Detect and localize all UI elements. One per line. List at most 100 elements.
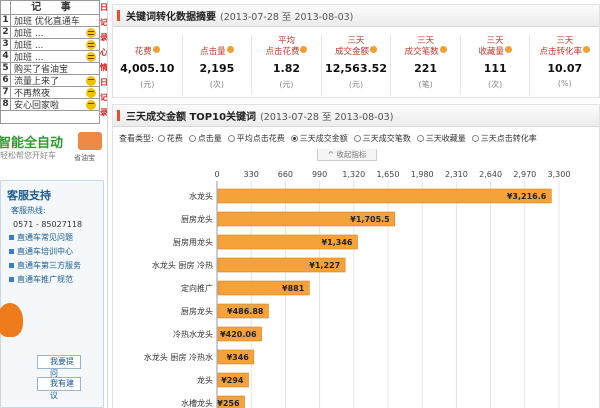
red-char: 情 [100, 63, 108, 72]
metric-label-line: 三天 [417, 36, 435, 46]
view-type-radio[interactable]: 平均点击花费 [227, 133, 285, 144]
notes-title: 记 事 [31, 2, 79, 13]
metrics-panel: 关键词转化数据摘要 (2013-07-28 至 2013-08-03) 花费 4,… [112, 4, 600, 98]
help-icon[interactable] [152, 46, 160, 53]
note-number: 1 [1, 15, 11, 26]
metrics-date-range: (2013-07-28 至 2013-08-03) [220, 11, 354, 23]
notes-header: 记 事 [1, 1, 99, 15]
radio-circle[interactable] [188, 134, 196, 142]
metric-value: 1.82 [272, 62, 301, 75]
view-type-radio[interactable]: 三天成交笔数 [353, 133, 411, 144]
help-icon[interactable] [583, 46, 591, 53]
metric-unit: (%) [557, 79, 572, 88]
bar [217, 234, 358, 250]
bar-value-label: ¥1,227 [309, 261, 340, 270]
bullet-icon [9, 277, 14, 282]
bullet-icon [9, 263, 14, 268]
bar-value-label: ¥881 [282, 284, 305, 293]
support-link-label: 直通车培训中心 [17, 247, 73, 256]
radio-circle[interactable] [290, 134, 298, 142]
bar-chart-svg: 0 330 660 990 1,320 1,650 1,980 2,310 2,640 2,970… [144, 170, 570, 408]
note-number: 2 [1, 27, 11, 38]
category-label: 龙头 [197, 375, 213, 385]
collapse-metrics-button[interactable]: ^ 收起指标 [317, 149, 377, 161]
radio-label: 三天收藏量 [425, 133, 466, 143]
notes-list: 1 加班 优化直通车 2 加班 ... 3 加班 ... 4 加班 ... 5 购买了省油宝 6 流量… [1, 15, 99, 111]
help-icon[interactable] [300, 46, 308, 53]
x-tick-label: 660 [278, 170, 293, 179]
bar-value-label: ¥486.88 [227, 307, 264, 316]
x-tick-label: 330 [244, 170, 259, 179]
bar-value-label: ¥294 [221, 376, 244, 385]
view-type-radio[interactable]: 三天点击转化率 [471, 133, 537, 144]
note-row[interactable]: 8 安心回家啦 [1, 99, 99, 111]
support-link[interactable]: 直通车常见问题 [1, 232, 103, 243]
metric-label: 三天 收藏量 [461, 35, 530, 57]
note-row[interactable]: 5 购买了省油宝 [1, 63, 99, 75]
hotline-label: 客服热线: [11, 206, 46, 215]
support-link[interactable]: 直通车推广规范 [1, 274, 103, 285]
red-char: 日 [100, 3, 108, 12]
bar-value-label: ¥1,705.5 [350, 215, 390, 224]
note-row[interactable]: 7 不再熬夜 [1, 87, 99, 99]
view-type-bar: 查看类型: 花费 点击量 平均点击花费 三天成交金额 三天成交笔数 三天收藏量 三天点击转化… [113, 127, 599, 149]
help-icon[interactable] [439, 46, 447, 53]
promo-subtitle: 轻松帮您开好车 [0, 151, 56, 160]
note-number: 5 [1, 63, 11, 74]
red-char: 录 [100, 108, 108, 117]
view-type-radio[interactable]: 三天收藏量 [416, 133, 466, 144]
note-row[interactable]: 1 加班 优化直通车 [1, 15, 99, 27]
x-tick-label: 1,320 [342, 170, 365, 179]
support-link[interactable]: 直通车第三方服务 [1, 260, 103, 271]
promo-banner[interactable]: 智能全自动 轻松帮您开好车 省油宝 [0, 130, 107, 166]
radio-circle[interactable] [157, 134, 165, 142]
smiley-icon [86, 99, 96, 110]
radio-circle[interactable] [227, 134, 235, 142]
radio-circle[interactable] [471, 134, 479, 142]
metric-value: 4,005.10 [120, 62, 175, 75]
note-text: 安心回家啦 [14, 101, 60, 111]
red-char: 日 [100, 78, 108, 87]
smiley-icon [86, 51, 96, 62]
metric-cell: 花费 4,005.10 (元) [113, 35, 183, 95]
top10-date-range: (2013-07-28 至 2013-08-03) [260, 111, 394, 123]
support-link[interactable]: 直通车培训中心 [1, 246, 103, 257]
note-row[interactable]: 4 加班 ... [1, 51, 99, 63]
metric-value: 10.07 [547, 62, 583, 75]
note-text: 加班 ... [14, 53, 44, 63]
metric-row: 花费 4,005.10 (元) 点击量 2,195 (次) 平均 点击花费 1.82 (元) 三天成… [113, 35, 599, 95]
promo-logo-icon [78, 132, 102, 150]
view-type-radio[interactable]: 点击量 [188, 133, 222, 144]
help-icon[interactable] [370, 46, 378, 53]
metric-unit: (元) [348, 80, 364, 89]
note-row[interactable]: 3 加班 ... [1, 39, 99, 51]
bar [217, 372, 249, 388]
metric-value: 111 [483, 62, 507, 75]
red-char: 录 [100, 33, 108, 42]
smiley-icon [86, 75, 96, 86]
category-label: 水龙头 厨房 冷热水 [144, 352, 213, 362]
radio-circle[interactable] [353, 134, 361, 142]
view-type-radio[interactable]: 花费 [157, 133, 183, 144]
x-tick-label: 2,640 [479, 170, 502, 179]
note-text: 购买了省油宝 [14, 65, 69, 75]
category-label: 定向推广 [181, 283, 213, 293]
note-number: 3 [1, 39, 11, 50]
metric-label-line: 点击花费 [265, 46, 308, 57]
metric-label: 三天 点击转化率 [530, 35, 599, 57]
metric-cell: 三天 收藏量 111 (次) [461, 35, 531, 95]
bar-value-label: ¥1,346 [322, 238, 353, 247]
view-type-radio[interactable]: 三天成交金额 [290, 133, 348, 144]
help-icon[interactable] [504, 46, 512, 53]
suggestion-button[interactable]: 我有建议 [37, 377, 81, 400]
note-text: 加班 优化直通车 [14, 17, 80, 27]
metric-cell: 三天 点击转化率 10.07 (%) [530, 35, 599, 95]
help-icon[interactable] [226, 46, 234, 53]
promo-title: 智能全自动 [0, 136, 64, 151]
radio-circle[interactable] [416, 134, 424, 142]
note-row[interactable]: 6 流量上来了 [1, 75, 99, 87]
note-row[interactable]: 2 加班 ... [1, 27, 99, 39]
top10-panel-header: 三天成交金额 TOP10关键词 (2013-07-28 至 2013-08-03… [113, 105, 599, 127]
bar-value-label: ¥3,216.6 [507, 192, 547, 201]
ask-question-button[interactable]: 我要提问 [37, 355, 81, 378]
